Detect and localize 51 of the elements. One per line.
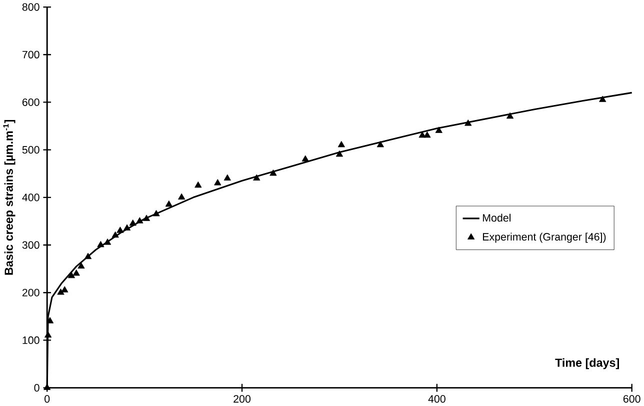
y-tick-label: 800 [22, 3, 40, 11]
point [104, 238, 112, 245]
point [270, 170, 277, 176]
x-tick-label: 200 [234, 395, 251, 403]
point [84, 252, 92, 260]
point [142, 214, 150, 222]
point [129, 220, 136, 226]
y-tick-label: 100 [22, 336, 40, 344]
point [224, 174, 231, 181]
point [46, 317, 54, 324]
point [136, 217, 144, 224]
point [435, 126, 442, 133]
point [123, 224, 131, 231]
point [464, 120, 472, 126]
point [336, 150, 344, 157]
point [78, 262, 85, 269]
point [599, 96, 606, 102]
point [116, 226, 124, 233]
legend-label: Model [482, 214, 511, 222]
y-axis-title: Basic creep strains [µm.m$^{-1}$] [3, 120, 16, 275]
point [214, 179, 222, 186]
point [338, 141, 345, 148]
x-tick-label: 600 [623, 395, 640, 403]
point [61, 286, 68, 292]
point [44, 384, 51, 390]
point [72, 270, 80, 276]
point [302, 155, 309, 162]
point [44, 331, 52, 338]
point [152, 210, 160, 216]
y-tick-label: 700 [22, 50, 40, 58]
y-tick-label: 200 [22, 288, 40, 296]
x-tick-label: 400 [428, 395, 446, 403]
y-tick-label: 300 [22, 241, 40, 249]
point [424, 131, 431, 138]
x-axis-title: Time [days] [555, 358, 619, 370]
point [68, 272, 76, 278]
point [97, 240, 104, 248]
point [112, 231, 119, 238]
point [194, 181, 202, 188]
x-tick-label: 0 [44, 395, 50, 403]
point [165, 200, 172, 207]
point [57, 288, 64, 295]
y-tick-label: 400 [22, 194, 40, 202]
y-tick-label: 0 [34, 384, 40, 392]
point [376, 141, 384, 148]
y-tick-label: 500 [22, 146, 40, 154]
legend-label: Experiment (Granger [46]) [482, 232, 606, 243]
point [506, 112, 514, 119]
point [253, 174, 260, 181]
y-tick-label: 600 [22, 98, 40, 106]
point [178, 193, 186, 200]
